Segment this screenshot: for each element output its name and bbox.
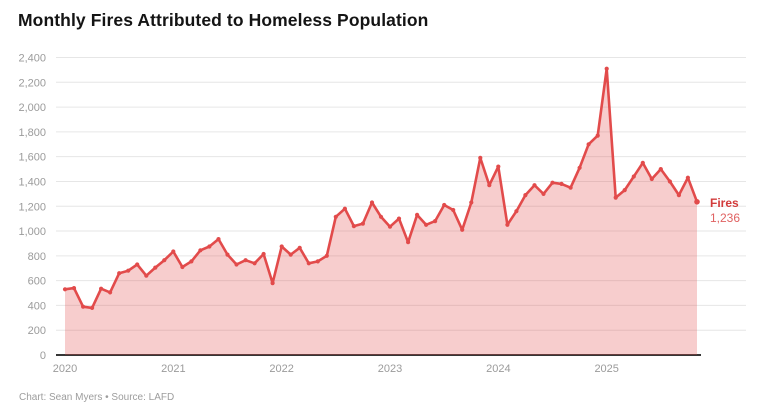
x-tick-label: 2025	[594, 363, 618, 375]
data-point	[144, 273, 149, 278]
x-tick-label: 2023	[378, 363, 402, 375]
data-point	[225, 252, 230, 257]
data-point	[685, 175, 691, 180]
series-end-value: 1,236	[710, 211, 740, 225]
data-point	[415, 212, 420, 217]
data-point	[559, 181, 564, 186]
data-point	[378, 214, 384, 219]
data-point	[261, 251, 266, 257]
data-point	[216, 237, 221, 242]
data-point	[406, 240, 411, 245]
data-point	[451, 207, 456, 213]
data-point	[171, 249, 176, 254]
data-point	[117, 271, 122, 276]
data-point	[595, 133, 600, 138]
y-tick-label: 0	[40, 350, 46, 362]
data-point	[126, 268, 131, 273]
data-point	[640, 160, 645, 165]
y-tick-label: 1,800	[18, 127, 46, 139]
data-point	[62, 287, 68, 292]
data-point	[505, 222, 510, 227]
y-tick-label: 400	[28, 300, 46, 312]
data-point	[180, 264, 185, 270]
data-point	[460, 227, 465, 232]
data-point	[541, 191, 546, 196]
y-tick-label: 2,200	[18, 77, 46, 89]
data-point	[586, 142, 591, 147]
x-tick-label: 2020	[53, 363, 77, 375]
data-point	[207, 244, 212, 249]
data-point	[496, 164, 501, 169]
y-tick-label: 1,600	[18, 152, 46, 164]
data-point	[577, 165, 582, 170]
data-point	[90, 305, 95, 310]
end-data-point	[694, 199, 700, 205]
area-fill	[65, 68, 697, 355]
x-tick-label: 2024	[486, 363, 510, 375]
data-point	[324, 253, 329, 258]
data-point	[108, 290, 113, 295]
data-point	[514, 209, 519, 214]
data-point	[315, 259, 320, 264]
data-point	[71, 286, 77, 291]
data-point	[234, 262, 239, 267]
data-point	[469, 200, 474, 205]
data-point	[360, 221, 365, 226]
data-point	[279, 244, 284, 249]
data-point	[153, 265, 158, 270]
chart-footer: Chart: Sean Myers • Source: LAFD	[19, 392, 175, 403]
y-tick-label: 600	[28, 276, 46, 288]
y-tick-label: 800	[28, 251, 46, 263]
data-point	[442, 202, 447, 208]
y-tick-label: 1,000	[18, 226, 46, 238]
data-point	[198, 248, 203, 253]
data-point	[487, 183, 492, 188]
data-point	[550, 180, 555, 185]
data-point	[433, 219, 438, 224]
data-point	[424, 222, 429, 227]
data-point	[189, 259, 194, 264]
data-point	[99, 286, 104, 291]
data-point	[622, 188, 627, 193]
chart-title: Monthly Fires Attributed to Homeless Pop…	[18, 10, 429, 30]
data-point	[676, 193, 682, 198]
data-point	[532, 183, 537, 188]
y-tick-label: 1,200	[18, 201, 46, 213]
data-point	[135, 262, 140, 267]
y-tick-label: 2,000	[18, 102, 46, 114]
y-tick-label: 2,400	[18, 53, 46, 65]
data-point	[81, 304, 86, 309]
data-point	[333, 214, 338, 219]
data-point	[243, 258, 248, 263]
data-point	[162, 258, 167, 263]
x-tick-label: 2021	[161, 363, 185, 375]
data-point	[369, 200, 375, 205]
data-point	[478, 155, 483, 160]
data-point	[613, 195, 618, 200]
data-point	[387, 224, 393, 229]
y-tick-label: 1,400	[18, 176, 46, 188]
data-point	[649, 176, 654, 182]
data-point	[631, 174, 636, 179]
data-point	[351, 224, 356, 229]
data-point	[342, 206, 347, 211]
data-point	[658, 167, 663, 172]
data-point	[604, 66, 609, 71]
data-point	[252, 261, 257, 266]
data-point	[667, 179, 673, 184]
data-point	[288, 252, 293, 257]
data-point	[523, 193, 528, 198]
data-point	[270, 281, 275, 286]
x-tick-label: 2022	[269, 363, 293, 375]
y-tick-label: 200	[28, 325, 46, 337]
data-point	[396, 216, 402, 221]
data-point	[297, 245, 302, 250]
series-end-label: Fires	[710, 196, 739, 210]
data-point	[306, 261, 311, 266]
data-point	[568, 185, 573, 190]
